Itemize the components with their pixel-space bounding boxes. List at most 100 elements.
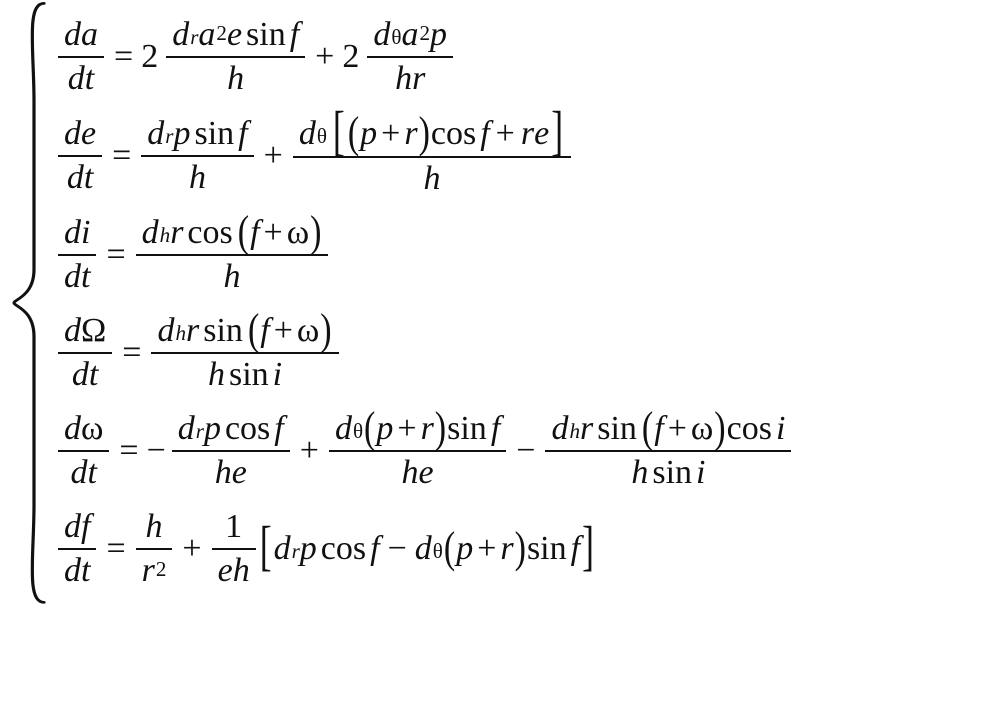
d: d — [178, 412, 195, 446]
sub-theta: θ — [317, 126, 327, 147]
rparen: ) — [418, 112, 431, 156]
equals: = — [114, 336, 149, 370]
t: t — [89, 358, 98, 392]
d: d — [68, 62, 85, 96]
equation-system: da dt = 2 dr a2 e sin f h + 2 — [10, 0, 793, 606]
r: r — [521, 117, 534, 151]
lparen: ( — [363, 407, 376, 451]
plus: + — [270, 314, 297, 348]
a: a — [81, 18, 98, 52]
left-bracket-icon: [ — [331, 104, 347, 159]
r: r — [412, 62, 425, 96]
minus: − — [147, 434, 170, 468]
lparen: ( — [237, 211, 250, 255]
plus: + — [256, 139, 291, 173]
h: h — [146, 510, 163, 544]
rhs-frac: dh r sin ( f+ω ) h sin i — [151, 312, 338, 394]
i: i — [696, 456, 705, 490]
eq-dOmega-dt: dΩ dt = dh r sin ( f+ω ) h — [56, 312, 793, 394]
h: h — [215, 456, 232, 490]
plus: + — [292, 434, 327, 468]
h: h — [224, 260, 241, 294]
cos: cos — [225, 412, 274, 446]
sin: sin — [527, 532, 571, 566]
sin: sin — [447, 412, 491, 446]
equals: = — [111, 434, 146, 468]
d: d — [64, 216, 81, 250]
cos: cos — [727, 412, 776, 446]
sub-r: r — [165, 126, 173, 147]
d: d — [172, 18, 189, 52]
plus: + — [174, 532, 209, 566]
r: r — [404, 117, 417, 151]
p: p — [300, 532, 317, 566]
f: f — [238, 117, 247, 151]
sub-h: h — [569, 421, 580, 442]
equals: = — [106, 40, 141, 74]
left-bracket-icon: [ — [258, 519, 274, 574]
p: p — [360, 117, 377, 151]
sin: sin — [652, 456, 696, 490]
coeff-2b: 2 — [342, 40, 365, 74]
i: i — [273, 358, 282, 392]
equals: = — [98, 532, 133, 566]
d: d — [70, 456, 87, 490]
term1-frac: dr a2 e sin f h — [166, 16, 305, 98]
e: e — [81, 117, 96, 151]
left-brace — [10, 0, 50, 606]
sup-2: 2 — [419, 23, 430, 44]
equals: = — [98, 238, 133, 272]
eq-domega-dt: dω dt = − dr p cos f he + dθ — [56, 410, 793, 492]
d: d — [142, 216, 159, 250]
right-bracket-icon: ] — [549, 104, 565, 159]
plus: + — [393, 412, 420, 446]
lhs-frac: di dt — [58, 214, 96, 296]
rhs-frac: dh r cos ( f+ω ) h — [136, 214, 329, 296]
plus: + — [377, 117, 404, 151]
term2-frac: dθ ( p+r ) sin f he — [329, 410, 506, 492]
sin: sin — [246, 18, 290, 52]
lhs-frac: de dt — [58, 115, 102, 197]
d: d — [335, 412, 352, 446]
r: r — [500, 532, 513, 566]
p: p — [456, 532, 473, 566]
sub-r: r — [196, 421, 204, 442]
d: d — [72, 358, 89, 392]
d: d — [64, 117, 81, 151]
theta: θ — [353, 419, 363, 443]
term2-frac: 1 eh — [212, 508, 256, 590]
d: d — [64, 18, 81, 52]
cos: cos — [431, 117, 480, 151]
equation-rows: da dt = 2 dr a2 e sin f h + 2 — [50, 0, 793, 606]
theta: θ — [391, 25, 401, 49]
t: t — [81, 554, 90, 588]
d: d — [64, 412, 81, 446]
omega: ω — [691, 412, 713, 446]
rparen: ) — [713, 407, 726, 451]
eq-da-dt: da dt = 2 dr a2 e sin f h + 2 — [56, 16, 793, 98]
d: d — [64, 554, 81, 588]
f: f — [491, 412, 500, 446]
d: d — [373, 18, 390, 52]
a: a — [401, 18, 418, 52]
t: t — [81, 260, 90, 294]
term2-frac: dθ a2 p hr — [367, 16, 453, 98]
omega: ω — [297, 314, 319, 348]
sin: sin — [203, 314, 247, 348]
sin: sin — [194, 117, 238, 151]
h: h — [227, 62, 244, 96]
minus: − — [508, 434, 543, 468]
eq-de-dt: de dt = dr p sin f h + dθ — [56, 114, 793, 198]
e: e — [232, 456, 247, 490]
sub-r: r — [190, 27, 198, 48]
sub-theta: θ — [353, 421, 363, 442]
h: h — [395, 62, 412, 96]
term2-frac: dθ [ ( p+r ) cos f + re ] h — [293, 114, 571, 198]
r: r — [421, 412, 434, 446]
rparen: ) — [319, 309, 332, 353]
Omega: Ω — [81, 314, 106, 348]
d: d — [415, 532, 432, 566]
i: i — [776, 412, 785, 446]
f: f — [480, 117, 489, 151]
e: e — [227, 18, 242, 52]
